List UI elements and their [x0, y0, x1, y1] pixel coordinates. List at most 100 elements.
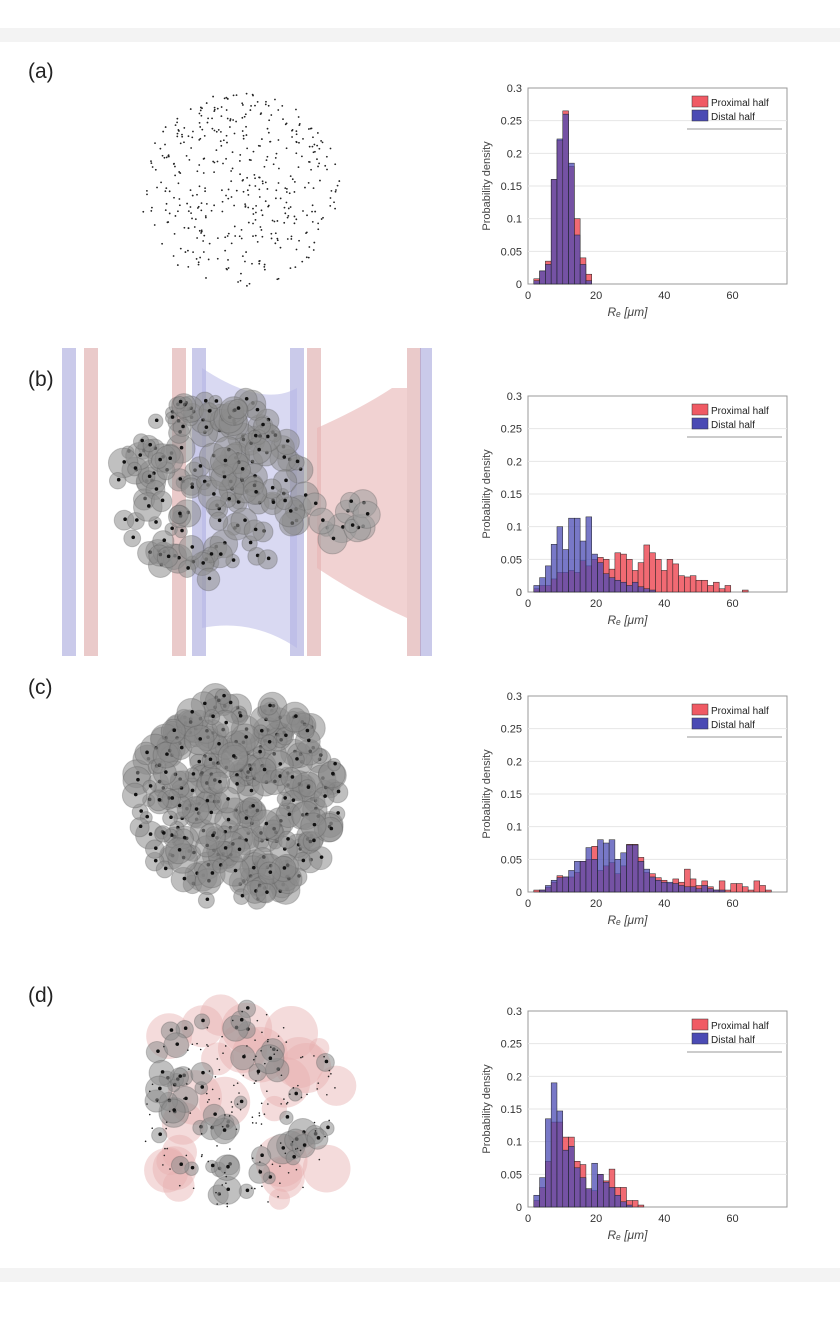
point [251, 262, 253, 265]
point [267, 739, 272, 744]
point [295, 248, 298, 251]
point [270, 485, 275, 490]
point [299, 1149, 302, 1152]
point [260, 1102, 263, 1105]
point [244, 113, 247, 116]
legend-label: Proximal half [711, 1021, 769, 1032]
y-tick-label: 0.15 [501, 181, 522, 193]
point [261, 1031, 263, 1034]
point [153, 846, 158, 850]
point [169, 1168, 171, 1170]
panel-label-d: (d) [28, 984, 54, 1007]
point [193, 226, 196, 228]
point [334, 1087, 336, 1089]
point [224, 720, 228, 725]
distal-bar [550, 179, 558, 285]
point [276, 1049, 279, 1052]
proximal-bar [643, 544, 650, 593]
point [198, 229, 201, 232]
point [169, 815, 173, 820]
point [336, 789, 341, 794]
point [295, 133, 298, 136]
x-tick-label: 60 [726, 898, 738, 910]
point [231, 167, 234, 170]
membrane-blob [261, 1155, 305, 1200]
point [278, 762, 283, 766]
point [227, 188, 230, 191]
point [253, 433, 258, 438]
y-tick-label: 0.2 [507, 148, 522, 160]
x-axis-label: Rₑ [μm] [608, 613, 649, 627]
point [259, 226, 262, 228]
point [291, 136, 293, 138]
point [272, 163, 275, 166]
distal-bar [614, 859, 621, 893]
point [258, 196, 261, 198]
point [161, 242, 163, 245]
point [211, 1088, 214, 1091]
proximal-bar [747, 889, 755, 893]
point [336, 184, 339, 187]
y-tick-label: 0.3 [507, 1006, 522, 1018]
point [225, 134, 228, 137]
point [269, 140, 272, 143]
point [216, 160, 219, 163]
point [235, 120, 238, 123]
point [154, 142, 156, 145]
proximal-bar [759, 885, 766, 893]
point [288, 509, 293, 513]
point [254, 1187, 256, 1190]
distal-bar [579, 861, 587, 893]
panel-label-b: (b) [28, 368, 54, 391]
point [251, 1157, 254, 1159]
point [164, 126, 167, 128]
point [334, 207, 336, 210]
point [202, 240, 205, 242]
point [324, 1135, 326, 1138]
point [200, 209, 203, 212]
distal-bar [533, 585, 540, 593]
y-tick-label: 0.05 [501, 246, 522, 258]
point [207, 576, 212, 581]
point [225, 194, 227, 197]
point [240, 228, 243, 231]
point [311, 210, 313, 213]
point [248, 282, 251, 285]
point [231, 558, 236, 562]
point [274, 98, 276, 101]
point [226, 97, 229, 100]
distal-bar [718, 889, 726, 893]
legend: Proximal half Distal half [687, 403, 782, 438]
cluster-render-d [144, 994, 357, 1210]
point [257, 447, 261, 452]
distal-bar [608, 1187, 616, 1208]
proximal-bar [684, 576, 691, 593]
point [320, 218, 323, 220]
point [205, 102, 208, 104]
point [151, 1083, 154, 1086]
point [262, 767, 267, 772]
panel-label-a: (a) [28, 60, 54, 83]
point [169, 1028, 174, 1032]
distal-bar [539, 889, 546, 893]
distal-bar [550, 879, 558, 893]
point [225, 96, 228, 99]
background-stripe [0, 1268, 840, 1282]
point [257, 1072, 259, 1075]
point [225, 157, 227, 160]
proximal-bar [660, 570, 668, 593]
point [267, 205, 270, 208]
point [305, 231, 308, 234]
legend-label: Distal half [711, 112, 755, 123]
point [255, 1080, 257, 1082]
point [219, 130, 222, 133]
point [187, 1049, 189, 1051]
point [236, 1103, 239, 1105]
point [224, 1045, 227, 1047]
panel-label-c: (c) [28, 676, 53, 699]
distal-bar [533, 1194, 540, 1208]
point [230, 1101, 233, 1103]
membrane-surface [420, 348, 432, 656]
point [330, 1072, 332, 1075]
point [310, 168, 312, 171]
